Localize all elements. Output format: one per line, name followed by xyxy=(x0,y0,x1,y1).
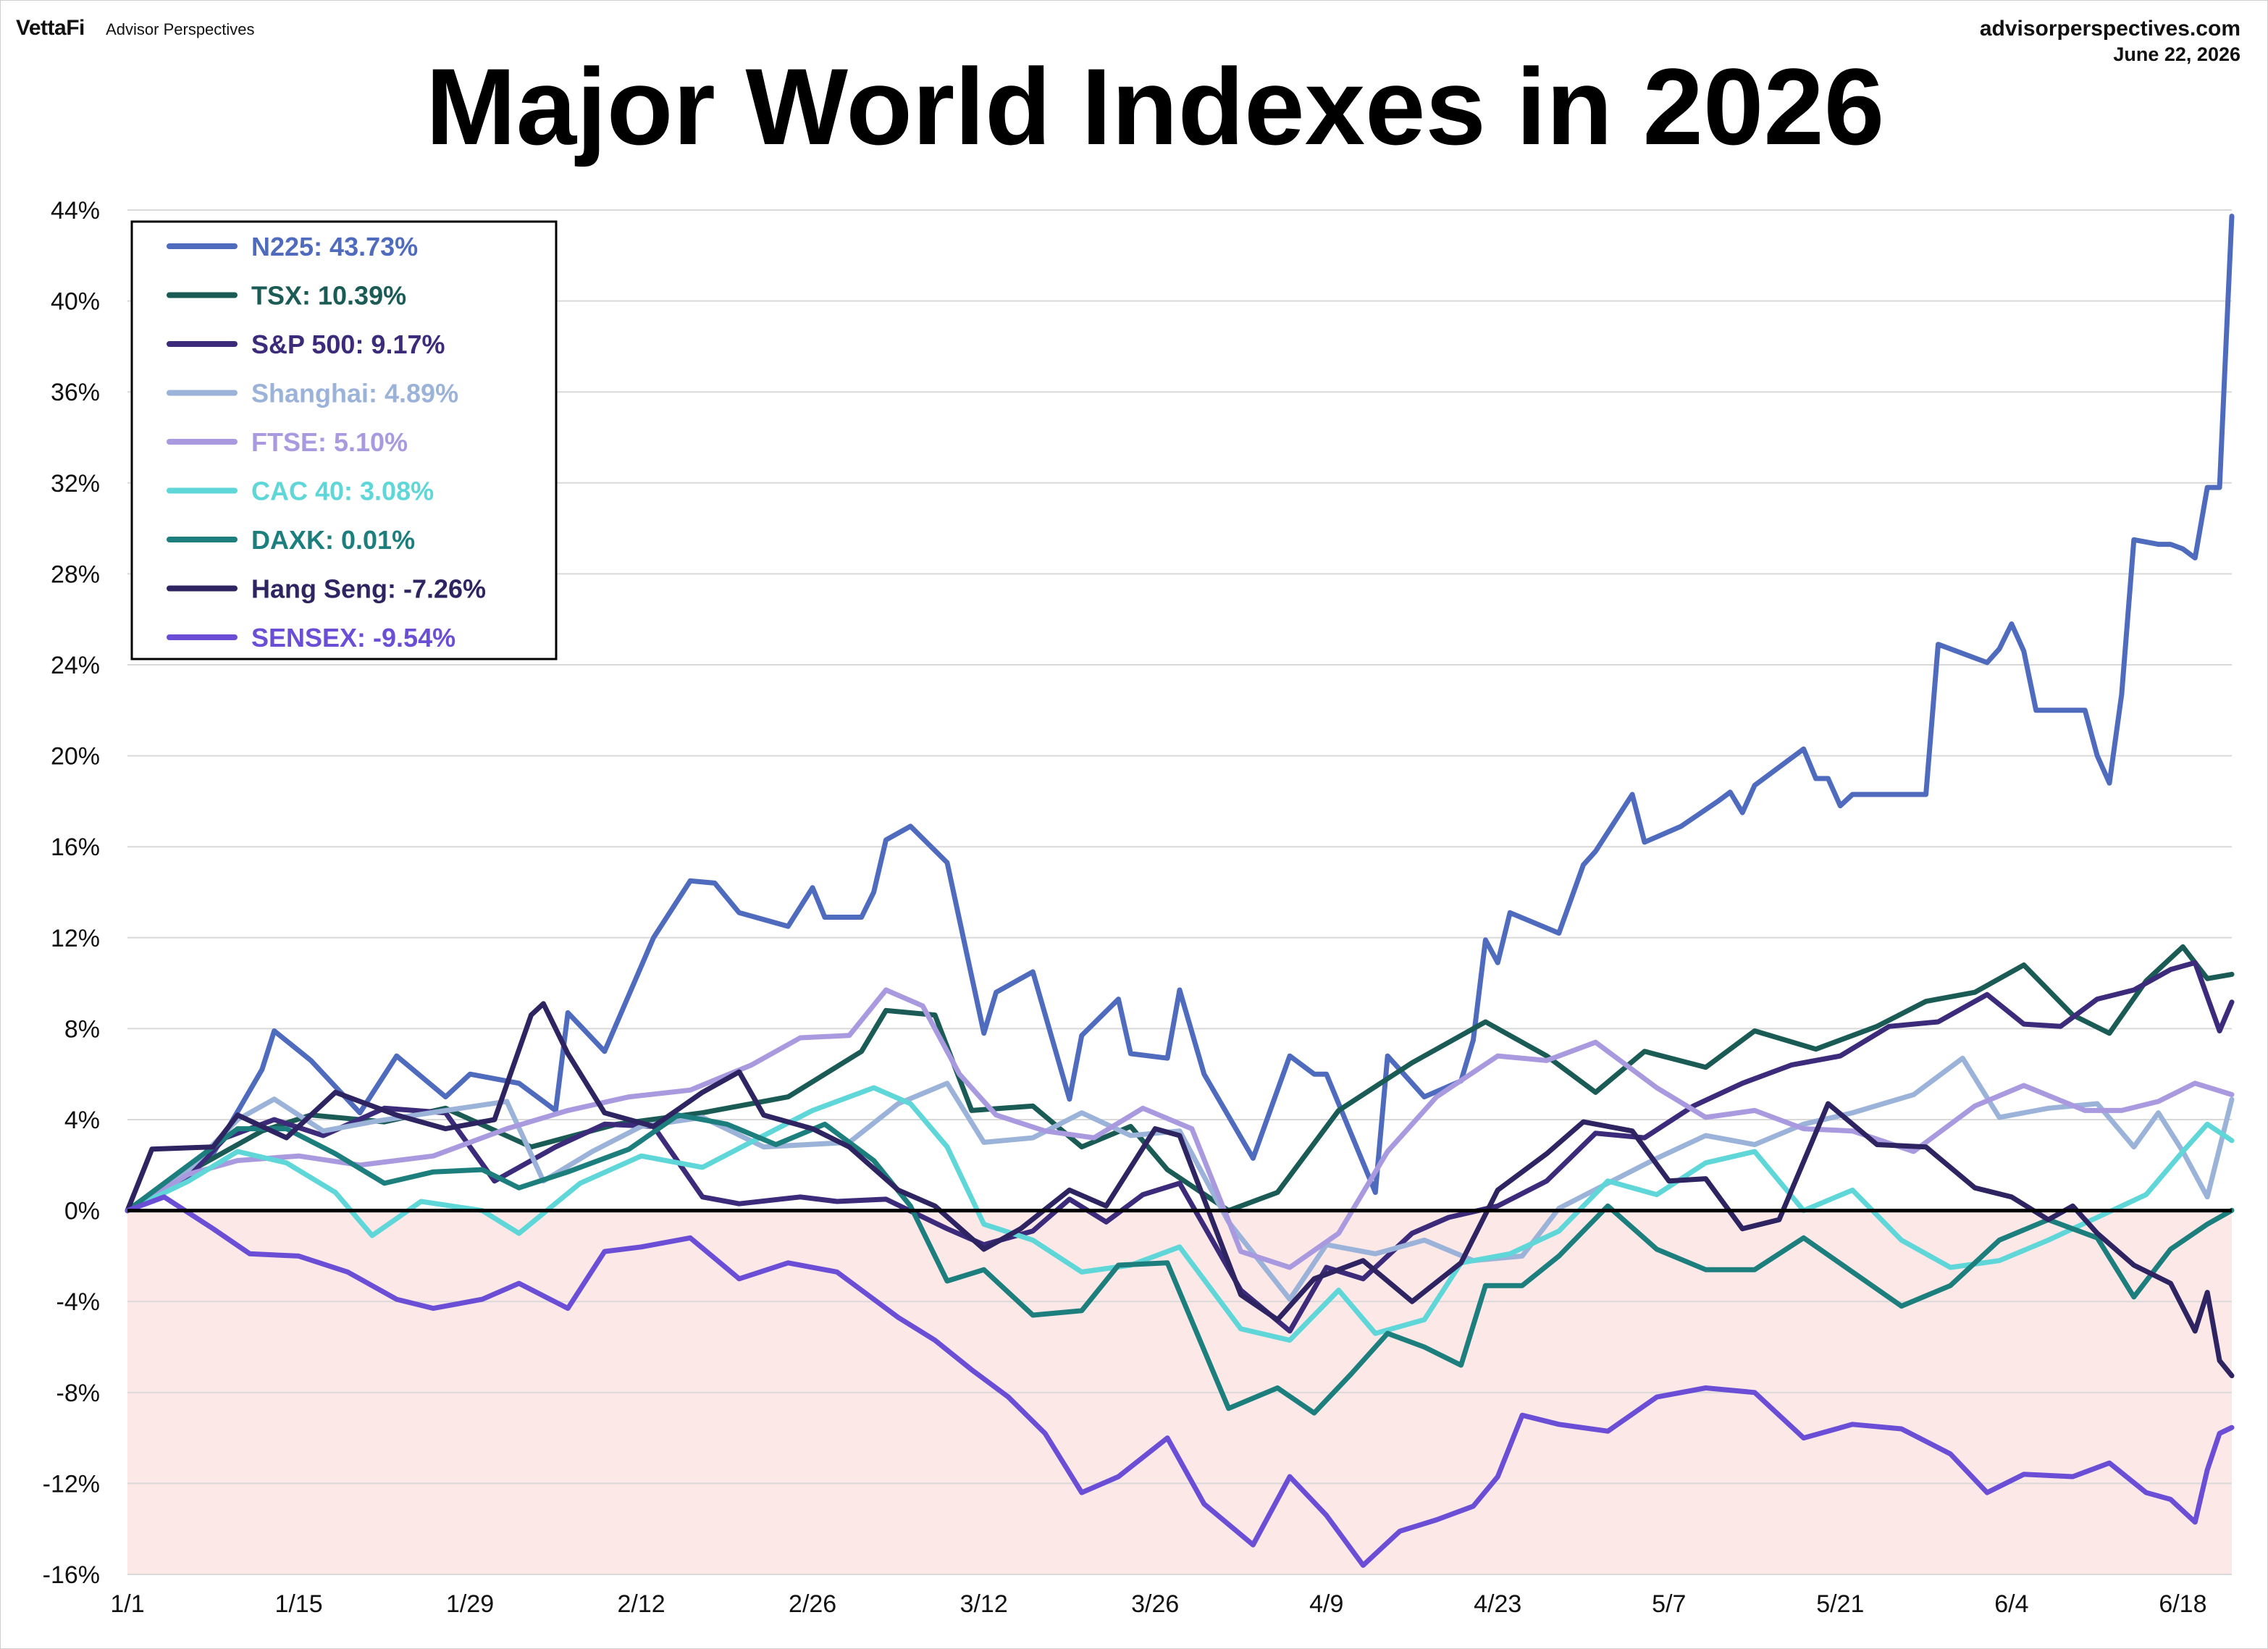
y-tick-label: 28% xyxy=(51,561,100,588)
series-line-sensex xyxy=(125,1194,2235,1568)
y-tick-label: -12% xyxy=(43,1470,100,1498)
y-tick-label: 4% xyxy=(64,1107,100,1134)
legend: N225: 43.73% TSX: 10.39% S&P 500: 9.17% Sha… xyxy=(130,220,558,660)
series-line-cac-40 xyxy=(125,1085,2235,1343)
legend-label: CAC 40: 3.08% xyxy=(251,477,434,506)
x-tick-label: 6/18 xyxy=(2159,1590,2206,1618)
site-info: advisorperspectives.com June 22, 2026 xyxy=(1980,16,2240,67)
x-tick-label: 4/9 xyxy=(1309,1590,1343,1618)
brand-subtitle: Advisor Perspectives xyxy=(106,20,255,38)
legend-label: SENSEX: -9.54% xyxy=(251,623,455,653)
series-line-hang-seng xyxy=(125,1001,2235,1379)
legend-label: S&P 500: 9.17% xyxy=(251,330,445,359)
x-tick-label: 3/26 xyxy=(1131,1590,1179,1618)
series-line-shanghai xyxy=(125,1055,2235,1302)
x-tick-label: 1/15 xyxy=(274,1590,322,1618)
x-tick-label: 3/12 xyxy=(960,1590,1008,1618)
site-url[interactable]: advisorperspectives.com xyxy=(1979,17,2240,41)
series-lines xyxy=(125,214,2235,1568)
y-tick-label: 44% xyxy=(51,197,100,225)
y-tick-label: 16% xyxy=(51,834,100,861)
legend-label: DAXK: 0.01% xyxy=(251,525,415,555)
y-tick-label: 0% xyxy=(64,1198,100,1225)
x-tick-label: 1/29 xyxy=(446,1590,494,1618)
y-tick-label: 20% xyxy=(51,743,100,771)
legend-label: N225: 43.73% xyxy=(251,232,418,261)
x-tick-label: 1/1 xyxy=(110,1590,144,1618)
x-tick-label: 2/12 xyxy=(618,1590,665,1618)
y-tick-label: 32% xyxy=(51,470,100,498)
x-tick-label: 5/21 xyxy=(1816,1590,1864,1618)
series-line-n225 xyxy=(125,214,2235,1214)
series-line-daxk xyxy=(125,1112,2235,1416)
axis-labels: 44% 40% 36% 32% 28% 24% 20% 16% 12% 8% 4% 0% -4% -8% -… xyxy=(43,197,2207,1618)
series-line-tsx xyxy=(125,944,2235,1214)
vettafi-logo: VettaFi xyxy=(16,16,85,40)
legend-label: Shanghai: 4.89% xyxy=(251,379,458,408)
y-tick-label: 8% xyxy=(64,1015,100,1043)
y-tick-label: 36% xyxy=(51,379,100,406)
legend-label: Hang Seng: -7.26% xyxy=(251,574,486,604)
y-tick-label: -16% xyxy=(43,1561,100,1589)
x-tick-label: 4/23 xyxy=(1474,1590,1521,1618)
brand: VettaFi Advisor Perspectives xyxy=(16,16,255,41)
y-tick-label: -8% xyxy=(56,1380,100,1407)
y-tick-label: -4% xyxy=(56,1288,100,1316)
x-tick-label: 2/26 xyxy=(789,1590,836,1618)
series-line-ftse xyxy=(125,987,2235,1270)
chart-title: Major World Indexes in 2026 xyxy=(425,46,1885,167)
legend-label: FTSE: 5.10% xyxy=(251,427,408,457)
legend-label: TSX: 10.39% xyxy=(251,281,406,311)
publish-date: June 22, 2026 xyxy=(2113,43,2240,65)
x-tick-label: 5/7 xyxy=(1652,1590,1686,1618)
y-tick-label: 40% xyxy=(51,288,100,316)
x-tick-label: 6/4 xyxy=(1994,1590,2028,1618)
y-tick-label: 12% xyxy=(51,925,100,952)
y-tick-label: 24% xyxy=(51,652,100,679)
